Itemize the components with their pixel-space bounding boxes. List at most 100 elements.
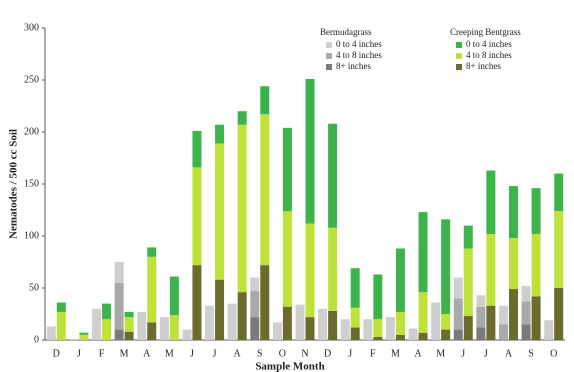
bar-segment: [215, 279, 225, 340]
bar-segment: [408, 328, 418, 340]
bar-segment: [531, 188, 541, 234]
bar-segment: [79, 332, 89, 335]
bar-segment: [486, 170, 496, 234]
bar-segment: [147, 322, 157, 340]
bar-segment: [305, 317, 315, 340]
legend-title: Creeping Bentgrass: [450, 27, 521, 37]
bar-segment: [114, 329, 124, 340]
bar-segment: [328, 123, 338, 228]
bar-segment: [102, 319, 112, 340]
bar-segment: [46, 326, 56, 340]
legend-swatch: [326, 64, 332, 70]
bar-segment: [395, 248, 405, 312]
bar-segment: [476, 327, 486, 340]
bar-segment: [79, 334, 89, 340]
x-tick-label: J: [484, 348, 488, 359]
bar-segment: [508, 238, 518, 290]
x-tick-label: M: [436, 348, 445, 359]
bar-segment: [295, 304, 305, 340]
bar-segment: [554, 211, 564, 288]
legend-swatch: [456, 64, 462, 70]
bar-segment: [192, 167, 202, 266]
legend-swatch: [456, 53, 462, 59]
x-tick-label: O: [550, 348, 557, 359]
bar-segment: [124, 317, 134, 332]
bar-segment: [102, 303, 112, 320]
bar-segment: [56, 311, 66, 340]
bar-segment: [215, 143, 225, 280]
bar-segment: [476, 306, 486, 328]
legend-label: 4 to 8 inches: [336, 50, 382, 60]
x-tick-label: S: [528, 348, 534, 359]
legend-swatch: [326, 42, 332, 48]
bar-segment: [282, 306, 292, 340]
bar-segment: [441, 219, 451, 314]
bar-segment: [318, 308, 328, 340]
legend-label: 0 to 4 inches: [336, 39, 382, 49]
bar-segment: [192, 130, 202, 168]
legend-label: 8+ inches: [466, 61, 501, 71]
bar-segment: [147, 256, 157, 323]
bar-segment: [521, 301, 531, 325]
y-tick-label: 0: [34, 334, 39, 345]
bar-segment: [418, 332, 428, 340]
bar-segment: [237, 124, 247, 293]
bar-segment: [418, 212, 428, 293]
bar-segment: [328, 227, 338, 311]
bar-segment: [250, 291, 260, 318]
x-tick-label: J: [461, 348, 465, 359]
bar-segment: [395, 311, 405, 335]
bar-segment: [260, 86, 270, 115]
bar-segment: [205, 305, 215, 340]
bar-segment: [215, 124, 225, 144]
x-tick-label: N: [301, 348, 308, 359]
bar-segment: [463, 316, 473, 340]
legend-swatch: [326, 53, 332, 59]
bar-segment: [250, 317, 260, 340]
bar-segment: [498, 305, 508, 325]
bar-segment: [453, 329, 463, 340]
x-tick-label: J: [213, 348, 217, 359]
bar-segment: [250, 277, 260, 292]
bar-segment: [56, 302, 66, 312]
bar-segment: [441, 329, 451, 340]
bar-segment: [260, 114, 270, 266]
bar-segment: [227, 303, 237, 340]
bar-segment: [463, 225, 473, 249]
bar-segment: [431, 302, 441, 340]
bar-segment: [486, 233, 496, 306]
legend-label: 0 to 4 inches: [466, 39, 512, 49]
y-tick-label: 200: [24, 126, 39, 137]
legend-label: 8+ inches: [336, 61, 371, 71]
x-tick-label: J: [348, 348, 352, 359]
bar-segment: [237, 111, 247, 125]
bar-segment: [418, 292, 428, 333]
x-tick-label: F: [370, 348, 376, 359]
bar-segment: [441, 314, 451, 330]
bar-segment: [531, 233, 541, 297]
bar-segment: [453, 277, 463, 299]
x-tick-label: A: [414, 348, 422, 359]
bar-segment: [373, 336, 383, 340]
x-tick-label: S: [257, 348, 263, 359]
bar-segment: [521, 324, 531, 340]
x-tick-label: A: [234, 348, 242, 359]
bar-segment: [114, 282, 124, 330]
x-tick-label: A: [143, 348, 151, 359]
bar-segment: [453, 298, 463, 330]
x-tick-label: A: [505, 348, 513, 359]
bar-segment: [521, 285, 531, 302]
y-tick-label: 250: [24, 74, 39, 85]
bar-segment: [272, 322, 282, 340]
bar-segment: [486, 305, 496, 340]
bar-segment: [554, 173, 564, 212]
x-tick-label: M: [165, 348, 174, 359]
bar-segment: [554, 288, 564, 340]
bar-segment: [169, 276, 179, 316]
bar-segment: [305, 223, 315, 318]
y-tick-label: 150: [24, 178, 39, 189]
bar-segment: [92, 308, 102, 340]
x-tick-label: J: [190, 348, 194, 359]
bar-segment: [463, 248, 473, 317]
